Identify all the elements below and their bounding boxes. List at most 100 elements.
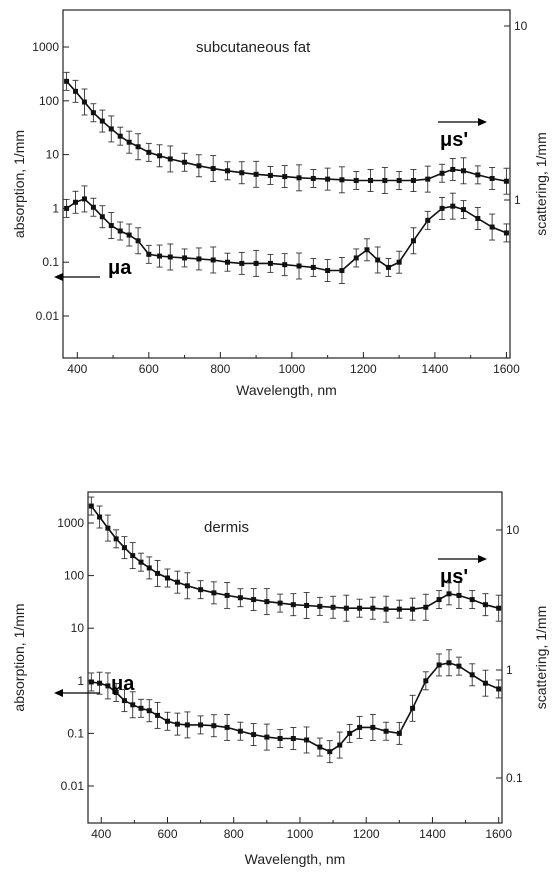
y-left-tick-label: 100 (64, 569, 84, 583)
data-point (489, 175, 495, 181)
x-tick-label: 1000 (279, 362, 306, 376)
y-left-axis-label: absorption, 1/mm (11, 603, 27, 711)
data-point (224, 724, 230, 730)
data-point (126, 139, 132, 145)
x-tick-label: 1200 (353, 827, 380, 841)
data-point (375, 257, 381, 263)
chart-title: subcutaneous fat (196, 39, 311, 56)
data-point (304, 737, 310, 743)
data-point (267, 172, 273, 178)
data-point (446, 660, 452, 666)
data-point (90, 110, 96, 116)
data-point (135, 144, 141, 150)
data-point (425, 217, 431, 223)
data-point (184, 583, 190, 589)
data-point (475, 172, 481, 178)
data-point (310, 175, 316, 181)
data-point (182, 255, 188, 261)
data-point (450, 203, 456, 209)
absorption-arrow-head (54, 689, 63, 697)
data-point (461, 168, 467, 174)
data-point (196, 163, 202, 169)
data-point (182, 159, 188, 165)
data-point (439, 205, 445, 211)
data-point (282, 262, 288, 268)
data-point (364, 247, 370, 253)
data-point (155, 570, 161, 576)
data-point (503, 230, 509, 236)
data-point (211, 723, 217, 729)
chart-panel-2: 400 600 800 1000 1200 1400 16000.010.111010010… (11, 491, 549, 867)
data-point (198, 722, 204, 728)
scattering-arrow-head (478, 118, 487, 126)
data-point (167, 254, 173, 260)
data-point (237, 595, 243, 601)
x-tick-label: 1000 (287, 827, 314, 841)
data-point (330, 604, 336, 610)
data-point (439, 170, 445, 176)
data-point (264, 734, 270, 740)
data-point (155, 712, 161, 718)
data-point (130, 553, 136, 559)
data-point (317, 603, 323, 609)
data-point (117, 228, 123, 234)
data-point (469, 672, 475, 678)
data-point (130, 702, 136, 708)
data-point (210, 166, 216, 172)
data-point (73, 199, 79, 205)
data-point (489, 224, 495, 230)
data-point (99, 118, 105, 124)
data-point (198, 587, 204, 593)
data-point (469, 597, 475, 603)
y-left-axis-label: absorption, 1/mm (11, 130, 27, 238)
data-point (138, 559, 144, 565)
data-point (339, 268, 345, 274)
data-point (108, 126, 114, 132)
y-right-tick-label: 1 (506, 663, 513, 677)
data-point (113, 689, 119, 695)
scattering-annotation: μs' (440, 129, 468, 151)
data-point (121, 698, 127, 704)
data-point (370, 724, 376, 730)
data-point (290, 602, 296, 608)
y-left-tick-label: 0.01 (61, 779, 85, 793)
absorption-arrow-head (54, 273, 63, 281)
data-point (277, 600, 283, 606)
x-tick-label: 1600 (493, 362, 520, 376)
data-point (239, 260, 245, 266)
data-point (224, 168, 230, 174)
data-point (325, 268, 331, 274)
data-point (146, 708, 152, 714)
y-right-tick-label: 0.1 (506, 771, 523, 785)
data-point (337, 742, 343, 748)
y-left-tick-label: 10 (71, 621, 85, 635)
data-point (90, 204, 96, 210)
data-point (211, 590, 217, 596)
data-point (396, 178, 402, 184)
scattering-arrow-head (478, 555, 487, 563)
y-left-tick-label: 1000 (32, 40, 59, 54)
data-point (224, 259, 230, 265)
data-point (105, 525, 111, 531)
data-point (339, 177, 345, 183)
data-point (97, 680, 103, 686)
data-point (475, 215, 481, 221)
data-point (164, 575, 170, 581)
y-left-tick-label: 0.1 (67, 726, 84, 740)
y-left-tick-label: 1000 (57, 516, 84, 530)
data-point (253, 171, 259, 177)
x-axis-label: Wavelength, nm (245, 851, 346, 867)
chart-panel-1: 400 600 800 1000 1200 1400 1600 0.01 0.1 1 10 100 10… (11, 9, 549, 398)
y-right-tick-label: 10 (506, 523, 520, 537)
data-point (446, 591, 452, 597)
data-point (88, 503, 94, 509)
data-point (327, 749, 333, 755)
y-right-tick-label: 1 (514, 193, 521, 207)
data-point (410, 178, 416, 184)
data-point (503, 178, 509, 184)
data-point (264, 599, 270, 605)
data-point (64, 205, 70, 211)
data-point (88, 679, 94, 685)
x-tick-label: 400 (91, 827, 111, 841)
